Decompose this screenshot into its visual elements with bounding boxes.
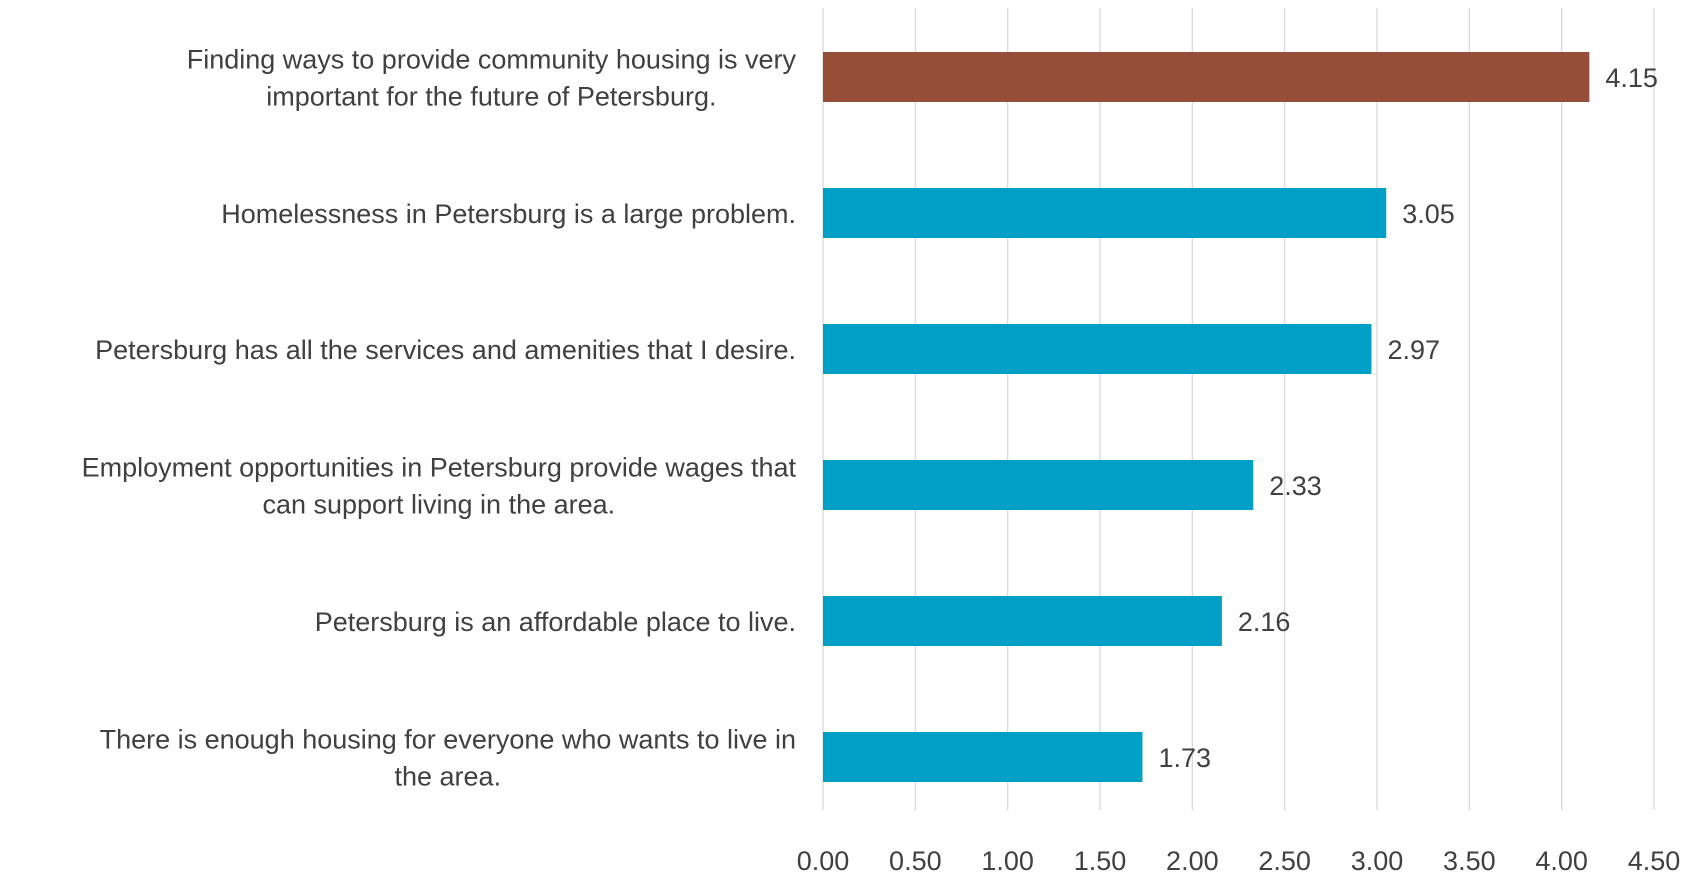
bar-1 <box>823 188 1387 238</box>
category-label-5: There is enough housing for everyone who… <box>100 725 796 792</box>
category-label-0-line-1: important for the future of Petersburg. <box>266 82 716 112</box>
value-label-3: 2.33 <box>1269 471 1322 501</box>
bar-2 <box>823 324 1372 374</box>
value-label-2: 2.97 <box>1387 335 1440 365</box>
category-label-2: Petersburg has all the services and amen… <box>95 335 796 365</box>
bar-5 <box>823 732 1143 782</box>
category-labels: Finding ways to provide community housin… <box>82 45 797 792</box>
bars <box>823 52 1590 782</box>
category-label-3-line-0: Employment opportunities in Petersburg p… <box>82 453 797 483</box>
x-tick-label-9: 4.50 <box>1628 846 1681 873</box>
category-label-0-line-0: Finding ways to provide community housin… <box>187 45 797 75</box>
x-tick-label-5: 2.50 <box>1258 846 1311 873</box>
x-tick-label-7: 3.50 <box>1443 846 1496 873</box>
category-label-3: Employment opportunities in Petersburg p… <box>82 453 797 520</box>
bar-0 <box>823 52 1590 102</box>
category-label-3-line-1: can support living in the area. <box>262 490 615 520</box>
x-tick-label-6: 3.00 <box>1351 846 1404 873</box>
bar-3 <box>823 460 1254 510</box>
category-label-1-line-0: Homelessness in Petersburg is a large pr… <box>221 199 796 229</box>
x-tick-label-1: 0.50 <box>889 846 942 873</box>
x-tick-label-0: 0.00 <box>797 846 850 873</box>
value-labels: 4.15 3.05 2.97 2.33 2.16 1.73 <box>1158 63 1657 773</box>
value-label-0: 4.15 <box>1605 63 1658 93</box>
category-label-2-line-0: Petersburg has all the services and amen… <box>95 335 796 365</box>
category-label-4: Petersburg is an affordable place to liv… <box>315 607 796 637</box>
category-label-0: Finding ways to provide community housin… <box>187 45 797 112</box>
gridlines <box>822 8 1655 810</box>
value-label-1: 3.05 <box>1402 199 1455 229</box>
category-label-5-line-1: the area. <box>395 762 502 792</box>
category-label-5-line-0: There is enough housing for everyone who… <box>100 725 796 755</box>
x-tick-label-4: 2.00 <box>1166 846 1219 873</box>
x-tick-label-3: 1.50 <box>1074 846 1127 873</box>
value-label-4: 2.16 <box>1238 607 1291 637</box>
x-tick-label-8: 4.00 <box>1535 846 1588 873</box>
category-label-1: Homelessness in Petersburg is a large pr… <box>221 199 796 229</box>
x-axis-ticks: 0.00 0.50 1.00 1.50 2.00 2.50 3.00 3.50 4.00 4.50 <box>797 846 1681 873</box>
x-tick-label-2: 1.00 <box>981 846 1034 873</box>
bar-4 <box>823 596 1222 646</box>
value-label-5: 1.73 <box>1158 743 1211 773</box>
category-label-4-line-0: Petersburg is an affordable place to liv… <box>315 607 796 637</box>
